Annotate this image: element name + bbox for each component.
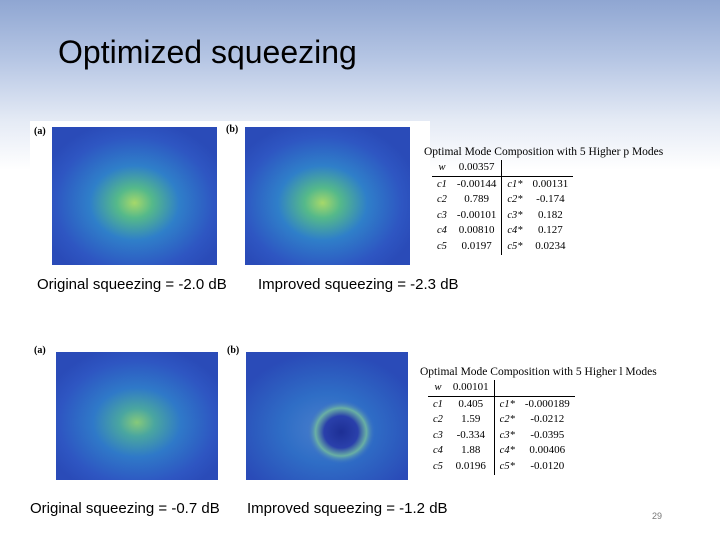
- beam-image-original: [52, 127, 217, 265]
- panel-label-a: (a): [34, 126, 46, 137]
- mode-composition-table-p: Optimal Mode Composition with 5 Higher p…: [424, 146, 694, 255]
- w-value: 0.00101: [447, 380, 495, 397]
- w-label: w: [432, 160, 452, 177]
- caption-original-squeezing: Original squeezing = -2.0 dB: [37, 276, 227, 293]
- table-row: c5 0.0196 c5* -0.0120: [428, 458, 575, 475]
- beam-image-original: [56, 352, 218, 480]
- table-row: c3 -0.00101 c3* 0.182: [432, 207, 573, 224]
- table-caption: Optimal Mode Composition with 5 Higher l…: [420, 366, 657, 378]
- figure-panel-bottom: (a) (b): [30, 340, 410, 482]
- caption-original-squeezing: Original squeezing = -0.7 dB: [30, 500, 220, 517]
- page-number: 29: [652, 511, 663, 521]
- panel-label-b: (b): [226, 124, 239, 135]
- table-row: c1 -0.00144 c1* 0.00131: [432, 176, 573, 193]
- panel-label-a: (a): [34, 345, 46, 356]
- panel-label-b: (b): [227, 345, 240, 356]
- table-row: c3 -0.334 c3* -0.0395: [428, 427, 575, 444]
- table-row: c1 0.405 c1* -0.000189: [428, 396, 575, 413]
- table-row: c2 0.789 c2* -0.174: [432, 192, 573, 208]
- table-row: w 0.00357: [432, 160, 574, 177]
- table-row: c2 1.59 c2* -0.0212: [428, 412, 575, 428]
- caption-improved-squeezing: Improved squeezing = -1.2 dB: [247, 500, 448, 517]
- beam-image-improved: [245, 127, 410, 265]
- table-row: w 0.00101: [428, 380, 575, 397]
- caption-improved-squeezing: Improved squeezing = -2.3 dB: [258, 276, 459, 293]
- beam-image-improved: [246, 352, 408, 480]
- table-caption: Optimal Mode Composition with 5 Higher p…: [424, 146, 664, 158]
- table-row: c4 0.00810 c4* 0.127: [432, 223, 573, 239]
- w-label: w: [428, 380, 448, 397]
- table-row: c5 0.0197 c5* 0.0234: [432, 238, 573, 255]
- mode-composition-table-l: Optimal Mode Composition with 5 Higher l…: [420, 366, 710, 475]
- figure-panel-top: (a) (b): [30, 121, 430, 267]
- w-value: 0.00357: [451, 160, 503, 177]
- page-title: Optimized squeezing: [58, 34, 357, 70]
- table-row: c4 1.88 c4* 0.00406: [428, 443, 575, 459]
